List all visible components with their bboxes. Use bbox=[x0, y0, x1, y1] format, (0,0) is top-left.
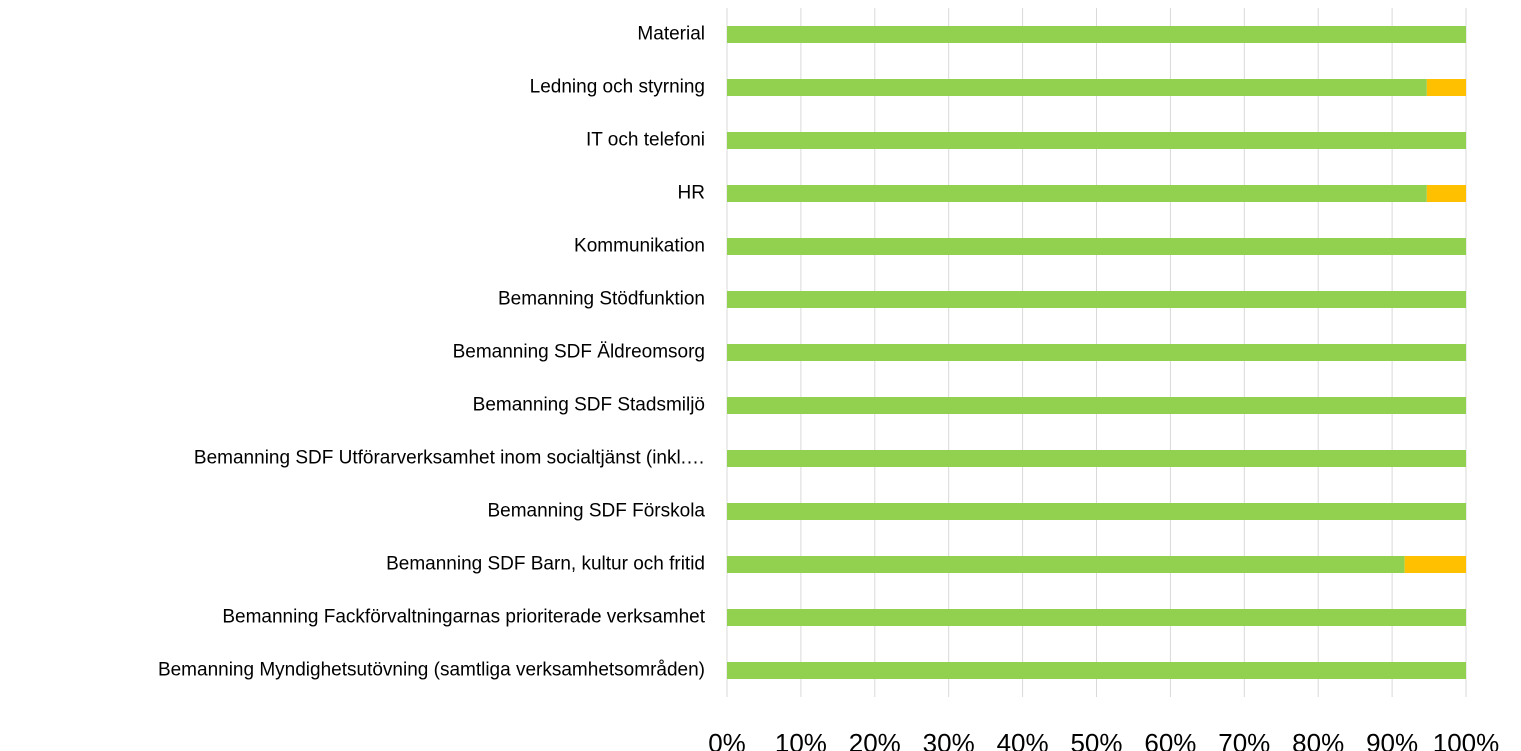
bar-segment bbox=[727, 344, 1466, 361]
bar-segment bbox=[1426, 185, 1466, 202]
x-tick-label: 70% bbox=[1218, 728, 1270, 751]
bar-segment bbox=[727, 291, 1466, 308]
y-tick-label: Material bbox=[637, 24, 705, 45]
y-tick-label: HR bbox=[678, 183, 705, 204]
y-tick-label: Bemanning Stödfunktion bbox=[498, 289, 705, 310]
y-tick-label: Kommunikation bbox=[574, 236, 705, 257]
y-tick-label: Bemanning SDF Utförarverksamhet inom soc… bbox=[194, 448, 705, 469]
x-tick-label: 100% bbox=[1433, 728, 1500, 751]
bar-segment bbox=[727, 662, 1466, 679]
y-tick-label: Bemanning SDF Äldreomsorg bbox=[453, 342, 705, 363]
x-tick-label: 10% bbox=[775, 728, 827, 751]
y-tick-label: IT och telefoni bbox=[586, 130, 705, 151]
y-tick-label: Bemanning Myndighetsutövning (samtliga v… bbox=[158, 660, 705, 681]
y-tick-label: Bemanning Fackförvaltningarnas prioriter… bbox=[222, 607, 705, 628]
bar-segment bbox=[727, 397, 1466, 414]
bar-segment bbox=[727, 185, 1427, 202]
bar-segment bbox=[727, 79, 1427, 96]
bar-segment bbox=[727, 450, 1466, 467]
bar-segment bbox=[727, 556, 1405, 573]
bar-segment bbox=[727, 609, 1466, 626]
bar-segment bbox=[727, 26, 1466, 43]
x-tick-label: 60% bbox=[1144, 728, 1196, 751]
x-tick-label: 90% bbox=[1366, 728, 1418, 751]
x-tick-label: 50% bbox=[1070, 728, 1122, 751]
bar-segment bbox=[1404, 556, 1466, 573]
x-tick-label: 30% bbox=[923, 728, 975, 751]
bar-segment bbox=[1426, 79, 1466, 96]
x-tick-label: 0% bbox=[708, 728, 746, 751]
y-tick-label: Bemanning SDF Förskola bbox=[487, 501, 705, 522]
bar-segment bbox=[727, 132, 1466, 149]
y-tick-label: Ledning och styrning bbox=[530, 77, 705, 98]
x-tick-label: 20% bbox=[849, 728, 901, 751]
x-tick-label: 40% bbox=[997, 728, 1049, 751]
x-tick-label: 80% bbox=[1292, 728, 1344, 751]
y-tick-label: Bemanning SDF Barn, kultur och fritid bbox=[386, 554, 705, 575]
bar-segment bbox=[727, 503, 1466, 520]
bar-segment bbox=[727, 238, 1466, 255]
y-tick-label: Bemanning SDF Stadsmiljö bbox=[473, 395, 705, 416]
